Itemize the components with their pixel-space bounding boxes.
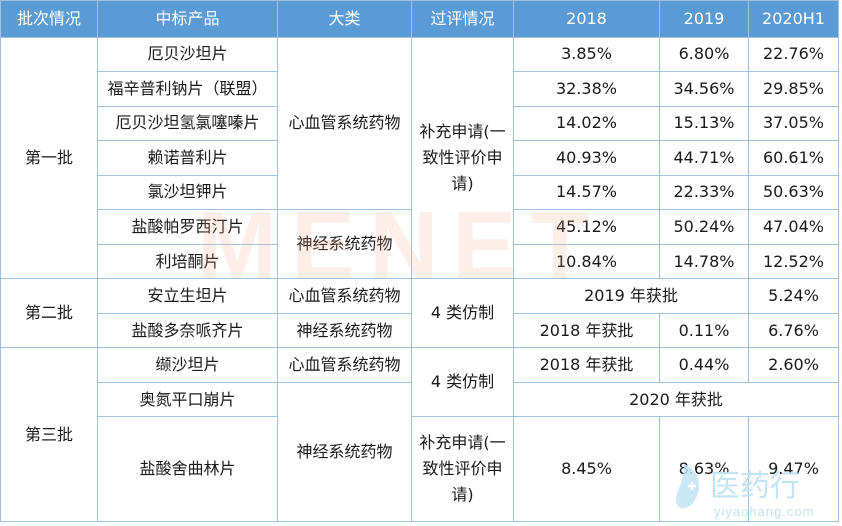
header-2019: 2019 [659,0,749,38]
category-cell: 心血管系统药物 [277,347,412,383]
product-cell: 盐酸舍曲林片 [97,416,278,522]
table-row: 第二批 安立生坦片 心血管系统药物 4 类仿制 2019 年获批 5.24% [0,278,839,349]
review-cell: 4 类仿制 [411,278,514,349]
category-cell: 神经系统药物 [277,312,412,349]
review-cell: 补充申请(一致性评价申请) [411,416,514,522]
value-2020h1: 37.05% [748,105,839,142]
value-2018: 3.85% [513,36,660,73]
value-2020h1: 50.63% [748,174,839,211]
batch-cell: 第三批 [0,347,98,522]
table-row: 福辛普利钠片（联盟） 32.38% 34.56% 29.85% [1,71,839,107]
product-cell: 厄贝沙坦氢氯噻嗪片 [97,105,278,142]
value-2018: 10.84% [513,243,660,280]
table-row: 盐酸舍曲林片 补充申请(一致性评价申请) 8.45% 8.63% 9.47% [1,416,839,522]
value-2020h1: 12.52% [748,243,839,280]
product-cell: 盐酸帕罗西汀片 [97,209,278,245]
value-2020h1: 9.47% [748,416,839,522]
value-2020h1: 6.76% [748,312,839,349]
value-2018: 32.38% [513,71,660,107]
header-product: 中标产品 [97,0,278,38]
approval-cell: 2019 年获批 [513,278,749,314]
value-2019: 34.56% [659,71,749,107]
product-cell: 厄贝沙坦片 [97,36,278,73]
table-row: 厄贝沙坦氢氯噻嗪片 14.02% 15.13% 37.05% [1,105,839,142]
product-cell: 福辛普利钠片（联盟） [97,71,278,107]
value-2018: 40.93% [513,140,660,176]
product-cell: 安立生坦片 [97,278,278,314]
value-2020h1: 5.24% [748,278,839,314]
approval-cell: 2018 年获批 [513,347,660,383]
category-cell: 心血管系统药物 [277,278,412,314]
header-review: 过评情况 [411,0,514,38]
review-cell: 4 类仿制 [411,347,514,418]
table-row: 第三批 缬沙坦片 心血管系统药物 4 类仿制 2018 年获批 0.44% 2.… [0,347,839,522]
category-cell: 心血管系统药物 [277,36,412,211]
header-2018: 2018 [513,0,660,38]
product-cell: 赖诺普利片 [97,140,278,176]
review-cell: 补充申请(一致性评价申请) [411,36,514,280]
value-2019: 0.44% [659,347,749,383]
value-2018: 45.12% [513,209,660,245]
value-2020h1: 47.04% [748,209,839,245]
value-2019: 44.71% [659,140,749,176]
table-row: 奥氮平口崩片 神经系统药物 2020 年获批 [1,381,839,523]
batch-cell: 第二批 [0,278,98,349]
value-2019: 0.11% [659,312,749,349]
table-row: 赖诺普利片 40.93% 44.71% 60.61% [1,140,839,176]
value-2019: 14.78% [659,243,749,280]
value-2019: 50.24% [659,209,749,245]
category-cell: 神经系统药物 [277,209,412,280]
value-2019: 15.13% [659,105,749,142]
value-2018: 14.57% [513,174,660,211]
header-batch: 批次情况 [0,0,98,38]
header-2020h1: 2020H1 [748,0,839,38]
value-2020h1: 60.61% [748,140,839,176]
value-2020h1: 22.76% [748,36,839,73]
batch-cell: 第一批 [0,36,98,280]
approval-cell: 2018 年获批 [513,312,660,349]
category-cell: 神经系统药物 [277,381,412,523]
header-row: 批次情况 中标产品 大类 过评情况 2018 2019 2020H1 [0,0,839,38]
value-2019: 22.33% [659,174,749,211]
header-category: 大类 [277,0,412,38]
product-cell: 利培酮片 [97,243,278,280]
table-row: 氯沙坦钾片 14.57% 22.33% 50.63% [1,174,839,211]
table-row: 第一批 厄贝沙坦片 心血管系统药物 补充申请(一致性评价申请) 3.85% 6.… [0,36,839,280]
product-cell: 盐酸多奈哌齐片 [97,312,278,349]
table-row: 盐酸多奈哌齐片 神经系统药物 2018 年获批 0.11% 6.76% [1,312,839,349]
value-2018: 14.02% [513,105,660,142]
table-row: 盐酸帕罗西汀片 神经系统药物 45.12% 50.24% 47.04% [1,209,839,280]
table-row: 利培酮片 10.84% 14.78% 12.52% [1,243,839,280]
value-2019: 8.63% [659,416,749,522]
value-2020h1: 2.60% [748,347,839,383]
value-2020h1: 29.85% [748,71,839,107]
approval-cell: 2020 年获批 [513,381,839,418]
product-cell: 氯沙坦钾片 [97,174,278,211]
value-2019: 6.80% [659,36,749,73]
value-2018: 8.45% [513,416,660,522]
product-cell: 奥氮平口崩片 [97,381,278,418]
product-cell: 缬沙坦片 [97,347,278,383]
